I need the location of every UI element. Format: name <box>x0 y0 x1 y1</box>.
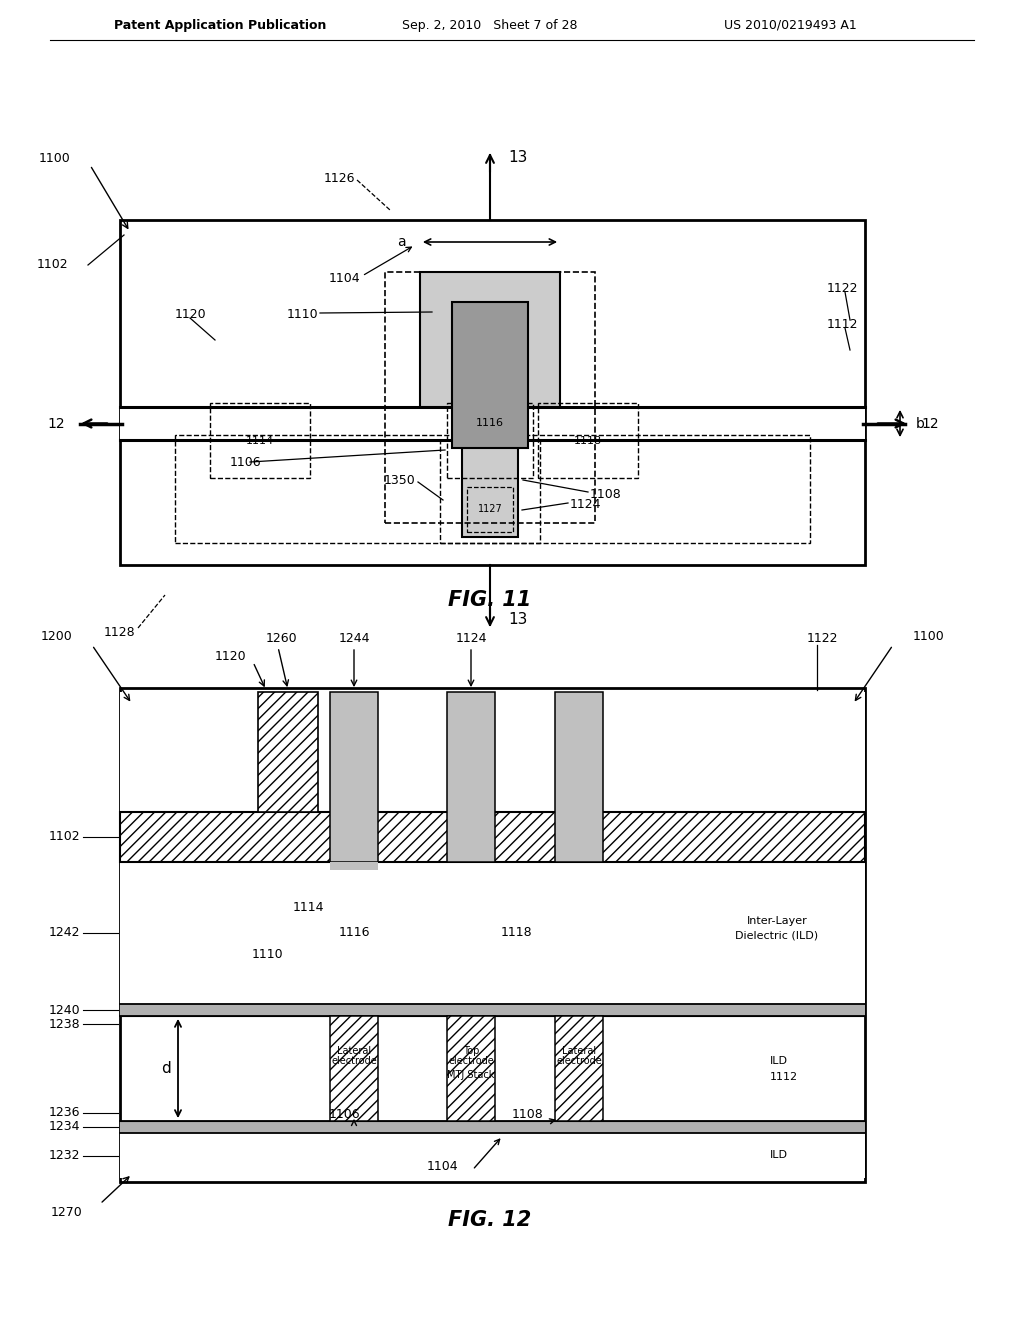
Bar <box>120 692 865 812</box>
Text: 13: 13 <box>508 150 527 165</box>
Text: 1118: 1118 <box>573 436 602 446</box>
Bar <box>555 692 603 862</box>
Text: ILD: ILD <box>770 1056 788 1065</box>
Text: 1200: 1200 <box>40 631 72 644</box>
Text: US 2010/0219493 A1: US 2010/0219493 A1 <box>724 18 856 32</box>
Text: 1116: 1116 <box>338 927 370 940</box>
Text: 1120: 1120 <box>175 309 207 322</box>
Text: 1106: 1106 <box>230 455 261 469</box>
Text: 1270: 1270 <box>50 1205 82 1218</box>
Text: 1104: 1104 <box>329 272 360 285</box>
Text: 1122: 1122 <box>827 281 858 294</box>
Bar <box>467 487 513 532</box>
Bar <box>210 403 310 478</box>
Text: 1234: 1234 <box>48 1121 80 1134</box>
Bar <box>538 403 638 478</box>
Text: 1108: 1108 <box>590 488 622 502</box>
Bar <box>447 403 534 478</box>
Bar <box>462 440 518 537</box>
Text: Lateral: Lateral <box>562 1045 596 1056</box>
Text: electrode: electrode <box>331 1056 377 1067</box>
Bar <box>447 1016 495 1121</box>
Text: FIG. 11: FIG. 11 <box>449 590 531 610</box>
Text: 1244: 1244 <box>338 632 370 645</box>
Text: 1102: 1102 <box>37 259 68 272</box>
Text: 12: 12 <box>921 417 939 430</box>
Text: 1114: 1114 <box>246 436 274 446</box>
Text: 1102: 1102 <box>48 830 80 843</box>
Bar <box>120 407 865 440</box>
Text: 1104: 1104 <box>427 1159 459 1172</box>
Bar <box>555 1016 603 1121</box>
Bar <box>175 436 810 543</box>
Text: 1240: 1240 <box>48 1003 80 1016</box>
Text: 1112: 1112 <box>770 1072 798 1081</box>
Text: 1122: 1122 <box>807 632 839 645</box>
Text: Sep. 2, 2010   Sheet 7 of 28: Sep. 2, 2010 Sheet 7 of 28 <box>402 18 578 32</box>
Text: 1238: 1238 <box>48 1018 80 1031</box>
Bar <box>330 1016 378 1121</box>
Bar <box>385 272 595 523</box>
Text: 1260: 1260 <box>266 632 298 645</box>
Text: 12: 12 <box>47 417 65 430</box>
Text: 1100: 1100 <box>913 631 945 644</box>
Text: Top: Top <box>463 1045 479 1056</box>
Bar <box>120 1005 865 1016</box>
Text: 1110: 1110 <box>287 309 318 322</box>
Text: Dielectric (ILD): Dielectric (ILD) <box>735 931 818 940</box>
Text: a: a <box>397 235 406 249</box>
Text: d: d <box>161 1061 171 1076</box>
Text: 1118: 1118 <box>501 927 532 940</box>
Bar <box>258 692 318 812</box>
Text: Inter-Layer: Inter-Layer <box>746 916 807 927</box>
Bar <box>420 272 560 407</box>
Text: 1112: 1112 <box>827 318 858 331</box>
Text: 1110: 1110 <box>251 948 283 961</box>
Text: 1128: 1128 <box>103 627 135 639</box>
Text: electrode: electrode <box>449 1056 494 1067</box>
Bar <box>120 862 865 1005</box>
Bar <box>452 302 528 447</box>
Bar <box>330 862 378 870</box>
Text: 1126: 1126 <box>324 172 355 185</box>
Bar <box>440 440 540 543</box>
Text: 1242: 1242 <box>48 927 80 940</box>
Bar <box>120 812 865 862</box>
Bar <box>120 1121 865 1133</box>
Bar <box>447 692 495 862</box>
Text: electrode: electrode <box>556 1056 602 1067</box>
Text: MTJ Stack: MTJ Stack <box>447 1071 495 1081</box>
Bar <box>330 692 378 862</box>
Text: 1114: 1114 <box>293 902 325 913</box>
Text: 1127: 1127 <box>477 504 503 515</box>
Text: 1124: 1124 <box>570 499 601 511</box>
Text: 1120: 1120 <box>214 651 246 664</box>
Text: 1106: 1106 <box>328 1109 359 1122</box>
Text: Patent Application Publication: Patent Application Publication <box>114 18 327 32</box>
Bar <box>120 1133 865 1177</box>
Text: 1232: 1232 <box>48 1148 80 1162</box>
Text: Lateral: Lateral <box>337 1045 371 1056</box>
Text: 1124: 1124 <box>456 632 486 645</box>
Text: ILD: ILD <box>770 1151 788 1160</box>
Text: 1108: 1108 <box>511 1109 543 1122</box>
Bar <box>120 220 865 565</box>
Bar <box>120 688 865 1181</box>
Text: 1236: 1236 <box>48 1106 80 1119</box>
Text: 13: 13 <box>508 612 527 627</box>
Text: b: b <box>916 417 925 430</box>
Text: 1350: 1350 <box>383 474 415 487</box>
Text: FIG. 12: FIG. 12 <box>449 1210 531 1230</box>
Text: 1116: 1116 <box>476 418 504 429</box>
Text: 1100: 1100 <box>38 152 70 165</box>
